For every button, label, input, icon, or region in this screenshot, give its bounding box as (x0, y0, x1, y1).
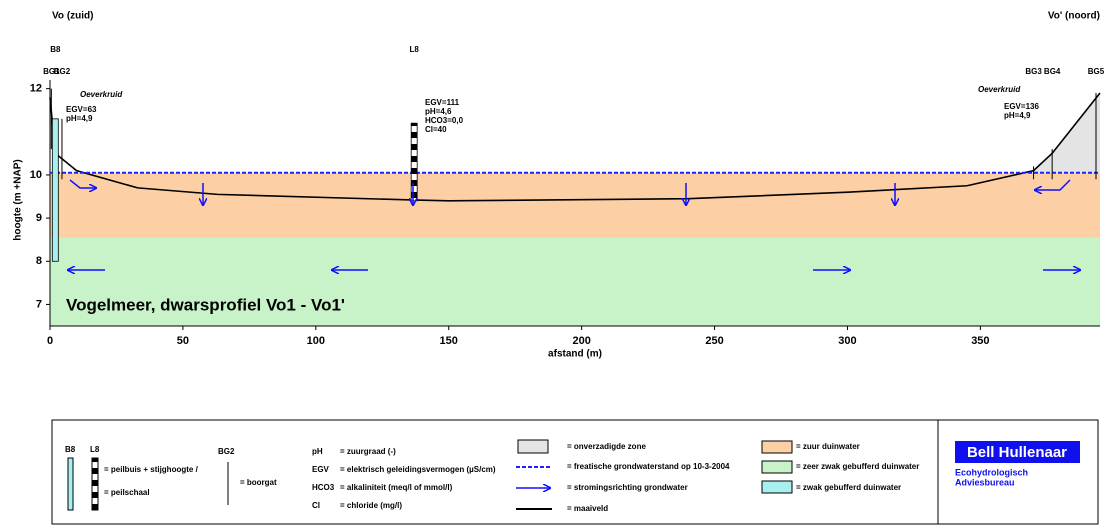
annotation: EGV=136 (1004, 102, 1039, 111)
annotation: Oeverkruid (978, 85, 1021, 94)
legend-text: = peilbuis + stijghoogte / (104, 465, 199, 474)
x-tick-label: 350 (971, 335, 989, 347)
annotation: EGV=63 (66, 105, 97, 114)
x-tick-label: 300 (838, 335, 856, 347)
annotation: HCO3=0,0 (425, 116, 464, 125)
legend-text: pH (312, 447, 323, 456)
well (411, 123, 417, 201)
legend-text: = freatische grondwaterstand op 10-3-200… (567, 462, 730, 471)
chart-title: Vogelmeer, dwarsprofiel Vo1 - Vo1' (66, 295, 345, 314)
legend-text: EGV (312, 465, 330, 474)
well-label: L8 (410, 45, 420, 54)
y-tick-label: 10 (30, 169, 42, 181)
piezometer-label: BG5 (1088, 67, 1105, 76)
right-label: Vo' (noord) (1048, 11, 1100, 22)
annotation: pH=4,6 (425, 107, 452, 116)
legend-text: = elektrisch geleidingsvermogen (µS/cm) (340, 465, 496, 474)
y-tick-label: 12 (30, 83, 42, 95)
legend-swatch (518, 440, 548, 453)
well-label: B8 (50, 45, 61, 54)
legend-swatch (92, 458, 98, 510)
legend-text: L8 (90, 445, 100, 454)
chart: 0501001502002503003507891012BG1BG2BG3BG4… (0, 0, 1109, 528)
y-axis-label: hoogte (m +NAP) (13, 159, 24, 240)
legend-text: Cl (312, 501, 320, 510)
piezometer-label: BG4 (1044, 67, 1061, 76)
legend-text: = boorgat (240, 478, 277, 487)
x-tick-label: 250 (705, 335, 723, 347)
x-tick-label: 150 (440, 335, 458, 347)
legend-text: HCO3 (312, 483, 335, 492)
company-sub: Adviesbureau (955, 477, 1015, 487)
legend-text: B8 (65, 445, 76, 454)
company-name: Bell Hullenaar (967, 444, 1067, 461)
legend-text: = alkaliniteit (meq/l of mmol/l) (340, 483, 453, 492)
annotation: Cl=40 (425, 125, 447, 134)
x-tick-label: 0 (47, 335, 53, 347)
x-tick-label: 50 (177, 335, 189, 347)
piezometer-label: BG3 (1025, 67, 1042, 76)
legend-swatch (762, 461, 792, 473)
annotation: Oeverkruid (80, 90, 123, 99)
layer (50, 173, 1100, 238)
legend-text: = zuurgraad (-) (340, 447, 396, 456)
y-tick-label: 7 (36, 298, 42, 310)
legend-text: = zwak gebufferd duinwater (796, 483, 901, 492)
company-sub: Ecohydrologisch (955, 467, 1028, 477)
annotation: EGV=111 (425, 98, 460, 107)
well (52, 119, 58, 261)
legend-swatch (762, 441, 792, 453)
legend-text: = maaiveld (567, 504, 608, 513)
legend-items: = onverzadigde zone = maaiveld = freatisch… (516, 440, 919, 513)
y-tick-label: 9 (36, 212, 42, 224)
legend-swatch (762, 481, 792, 493)
legend-text: = zuur duinwater (796, 442, 860, 451)
x-tick-label: 200 (572, 335, 590, 347)
x-axis-label: afstand (m) (548, 349, 602, 360)
left-label: Vo (zuid) (52, 11, 93, 22)
piezometer-label: BG2 (54, 67, 71, 76)
annotation: pH=4,9 (66, 114, 93, 123)
legend-text: = zeer zwak gebufferd duinwater (796, 462, 919, 471)
x-tick-label: 100 (307, 335, 325, 347)
annotation: pH=4,9 (1004, 111, 1031, 120)
legend-text: BG2 (218, 447, 235, 456)
legend-text: = chloride (mg/l) (340, 501, 402, 510)
legend-text: = peilschaal (104, 488, 150, 497)
y-tick-label: 8 (36, 255, 42, 267)
legend-text: = stromingsrichting grondwater (567, 483, 688, 492)
legend-text: = onverzadigde zone (567, 442, 646, 451)
legend-swatch (68, 458, 73, 510)
